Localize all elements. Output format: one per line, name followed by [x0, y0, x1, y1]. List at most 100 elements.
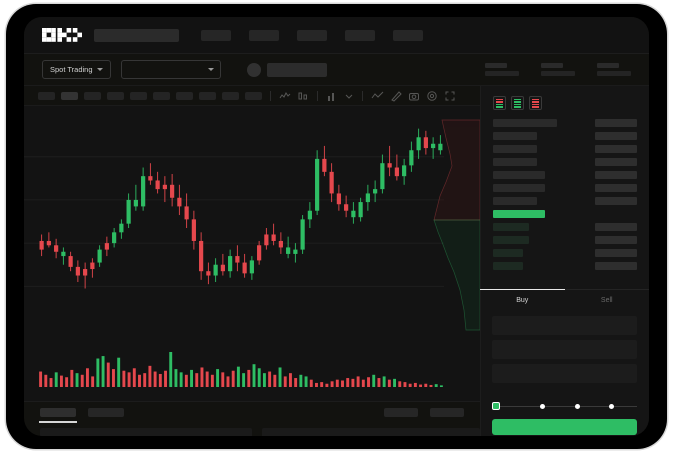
- orderbook-size-cell: [595, 132, 637, 140]
- place-order-button[interactable]: [492, 419, 637, 435]
- timeframe-button-6[interactable]: [153, 91, 170, 100]
- orderbook-row[interactable]: [481, 197, 649, 210]
- orderbook-mode-both[interactable]: [493, 96, 506, 110]
- chevron-down-icon: [207, 68, 214, 71]
- fullscreen-icon[interactable]: [444, 90, 456, 102]
- orderbook-mode-bids[interactable]: [511, 96, 524, 110]
- tablet-device-frame: Spot Trading: [6, 4, 667, 449]
- ticker-stat-1: [485, 63, 519, 76]
- chevron-down-icon[interactable]: [344, 91, 354, 101]
- orderbook-row[interactable]: [481, 262, 649, 275]
- order-amount-field[interactable]: [492, 340, 637, 359]
- timeframe-button-2[interactable]: [61, 91, 78, 100]
- bid-bar: [514, 98, 521, 100]
- slider-track: [492, 405, 637, 407]
- header-nav: [201, 29, 423, 41]
- candlestick-icon[interactable]: [297, 90, 309, 102]
- tab-sell[interactable]: Sell: [565, 290, 650, 311]
- orderbook-row[interactable]: [481, 249, 649, 262]
- timeframe-button-1[interactable]: [38, 91, 55, 100]
- order-form: Buy Sell: [480, 289, 649, 436]
- app-header: [24, 17, 649, 54]
- ticker-stat-3: [597, 63, 631, 76]
- slider-handle[interactable]: [492, 402, 500, 410]
- orderbook-price-cell: [493, 210, 545, 218]
- nav-item-5[interactable]: [393, 29, 423, 41]
- bid-bar: [514, 106, 521, 108]
- orderbook-size-cell: [595, 249, 637, 257]
- orderbook-row[interactable]: [481, 171, 649, 184]
- toolbar-divider: [317, 90, 318, 101]
- ticker-stat-label: [597, 63, 619, 68]
- ask-bar: [532, 98, 539, 100]
- orderbook-row[interactable]: [481, 119, 649, 132]
- orderbook-size-cell: [595, 223, 637, 231]
- orderbook-row[interactable]: [481, 236, 649, 249]
- bar-chart-icon[interactable]: [326, 90, 338, 102]
- trading-pair-dropdown[interactable]: [120, 60, 221, 79]
- pair-coin-avatar: [246, 62, 261, 77]
- candles-canvas: [24, 119, 480, 331]
- bid-bar: [514, 103, 521, 105]
- timeframe-button-5[interactable]: [130, 91, 147, 100]
- orderbook-price-cell: [493, 145, 537, 153]
- ask-bar: [532, 103, 539, 105]
- orderbook-row[interactable]: [481, 132, 649, 145]
- bid-bar: [514, 101, 521, 103]
- timeframe-button-8[interactable]: [199, 91, 216, 100]
- ticker-stat-value: [541, 71, 575, 76]
- ticker-stat-label: [541, 63, 563, 68]
- chart-toolbar: [24, 86, 480, 106]
- orderbook-size-cell: [595, 262, 637, 270]
- candlestick-chart[interactable]: [24, 106, 480, 346]
- nav-item-3[interactable]: [297, 29, 327, 41]
- nav-item-1[interactable]: [201, 29, 231, 41]
- slider-stop-50[interactable]: [574, 403, 580, 409]
- app-screen: Spot Trading: [24, 17, 649, 436]
- orderbook-size-cell: [595, 197, 637, 205]
- orderbook-view-modes: [481, 86, 649, 110]
- okx-logo[interactable]: [42, 28, 82, 42]
- camera-icon[interactable]: [408, 90, 420, 102]
- orderbook-price-cell: [493, 236, 529, 244]
- order-total-field[interactable]: [492, 364, 637, 383]
- orderbook-price-cell: [493, 184, 545, 192]
- nav-item-2[interactable]: [249, 29, 279, 41]
- ask-bar: [532, 101, 539, 103]
- tab-buy[interactable]: Buy: [480, 289, 565, 311]
- orderbook-row[interactable]: [481, 158, 649, 171]
- volume-canvas: [39, 352, 443, 387]
- drawing-pencil-icon[interactable]: [390, 90, 402, 102]
- order-amount-slider[interactable]: [492, 402, 637, 410]
- orderbook-row[interactable]: [481, 184, 649, 197]
- timeframe-button-3[interactable]: [84, 91, 101, 100]
- market-type-dropdown[interactable]: Spot Trading: [42, 60, 111, 79]
- bottom-tab-active-underline: [39, 421, 77, 423]
- slider-stop-75[interactable]: [609, 403, 615, 409]
- market-subbar: Spot Trading: [24, 54, 649, 86]
- orderbook-price-cell: [493, 197, 537, 205]
- order-price-field[interactable]: [492, 316, 637, 335]
- orderbook-row[interactable]: [481, 210, 649, 223]
- bottom-action-1[interactable]: [430, 408, 464, 417]
- tab-sell-label: Sell: [600, 297, 613, 304]
- timeframe-button-7[interactable]: [176, 91, 193, 100]
- nav-item-4[interactable]: [345, 29, 375, 41]
- slider-stop-25[interactable]: [539, 403, 545, 409]
- settings-gear-icon[interactable]: [426, 90, 438, 102]
- ticker-stat-label: [485, 63, 507, 68]
- orderbook-row[interactable]: [481, 223, 649, 236]
- orderbook-mode-asks[interactable]: [529, 96, 542, 110]
- bottom-tab-0[interactable]: [40, 408, 76, 417]
- timeframe-button-9[interactable]: [222, 91, 239, 100]
- bottom-tab-1[interactable]: [88, 408, 124, 417]
- orderbook-row[interactable]: [481, 145, 649, 158]
- timeframe-button-4[interactable]: [107, 91, 124, 100]
- tab-buy-label: Buy: [516, 297, 529, 304]
- indicator-icon[interactable]: [371, 90, 384, 102]
- search-input[interactable]: [94, 28, 179, 42]
- bottom-action-0[interactable]: [384, 408, 418, 417]
- line-chart-icon[interactable]: [279, 90, 291, 102]
- orderbook-size-cell: [595, 171, 637, 179]
- timeframe-button-10[interactable]: [245, 91, 262, 100]
